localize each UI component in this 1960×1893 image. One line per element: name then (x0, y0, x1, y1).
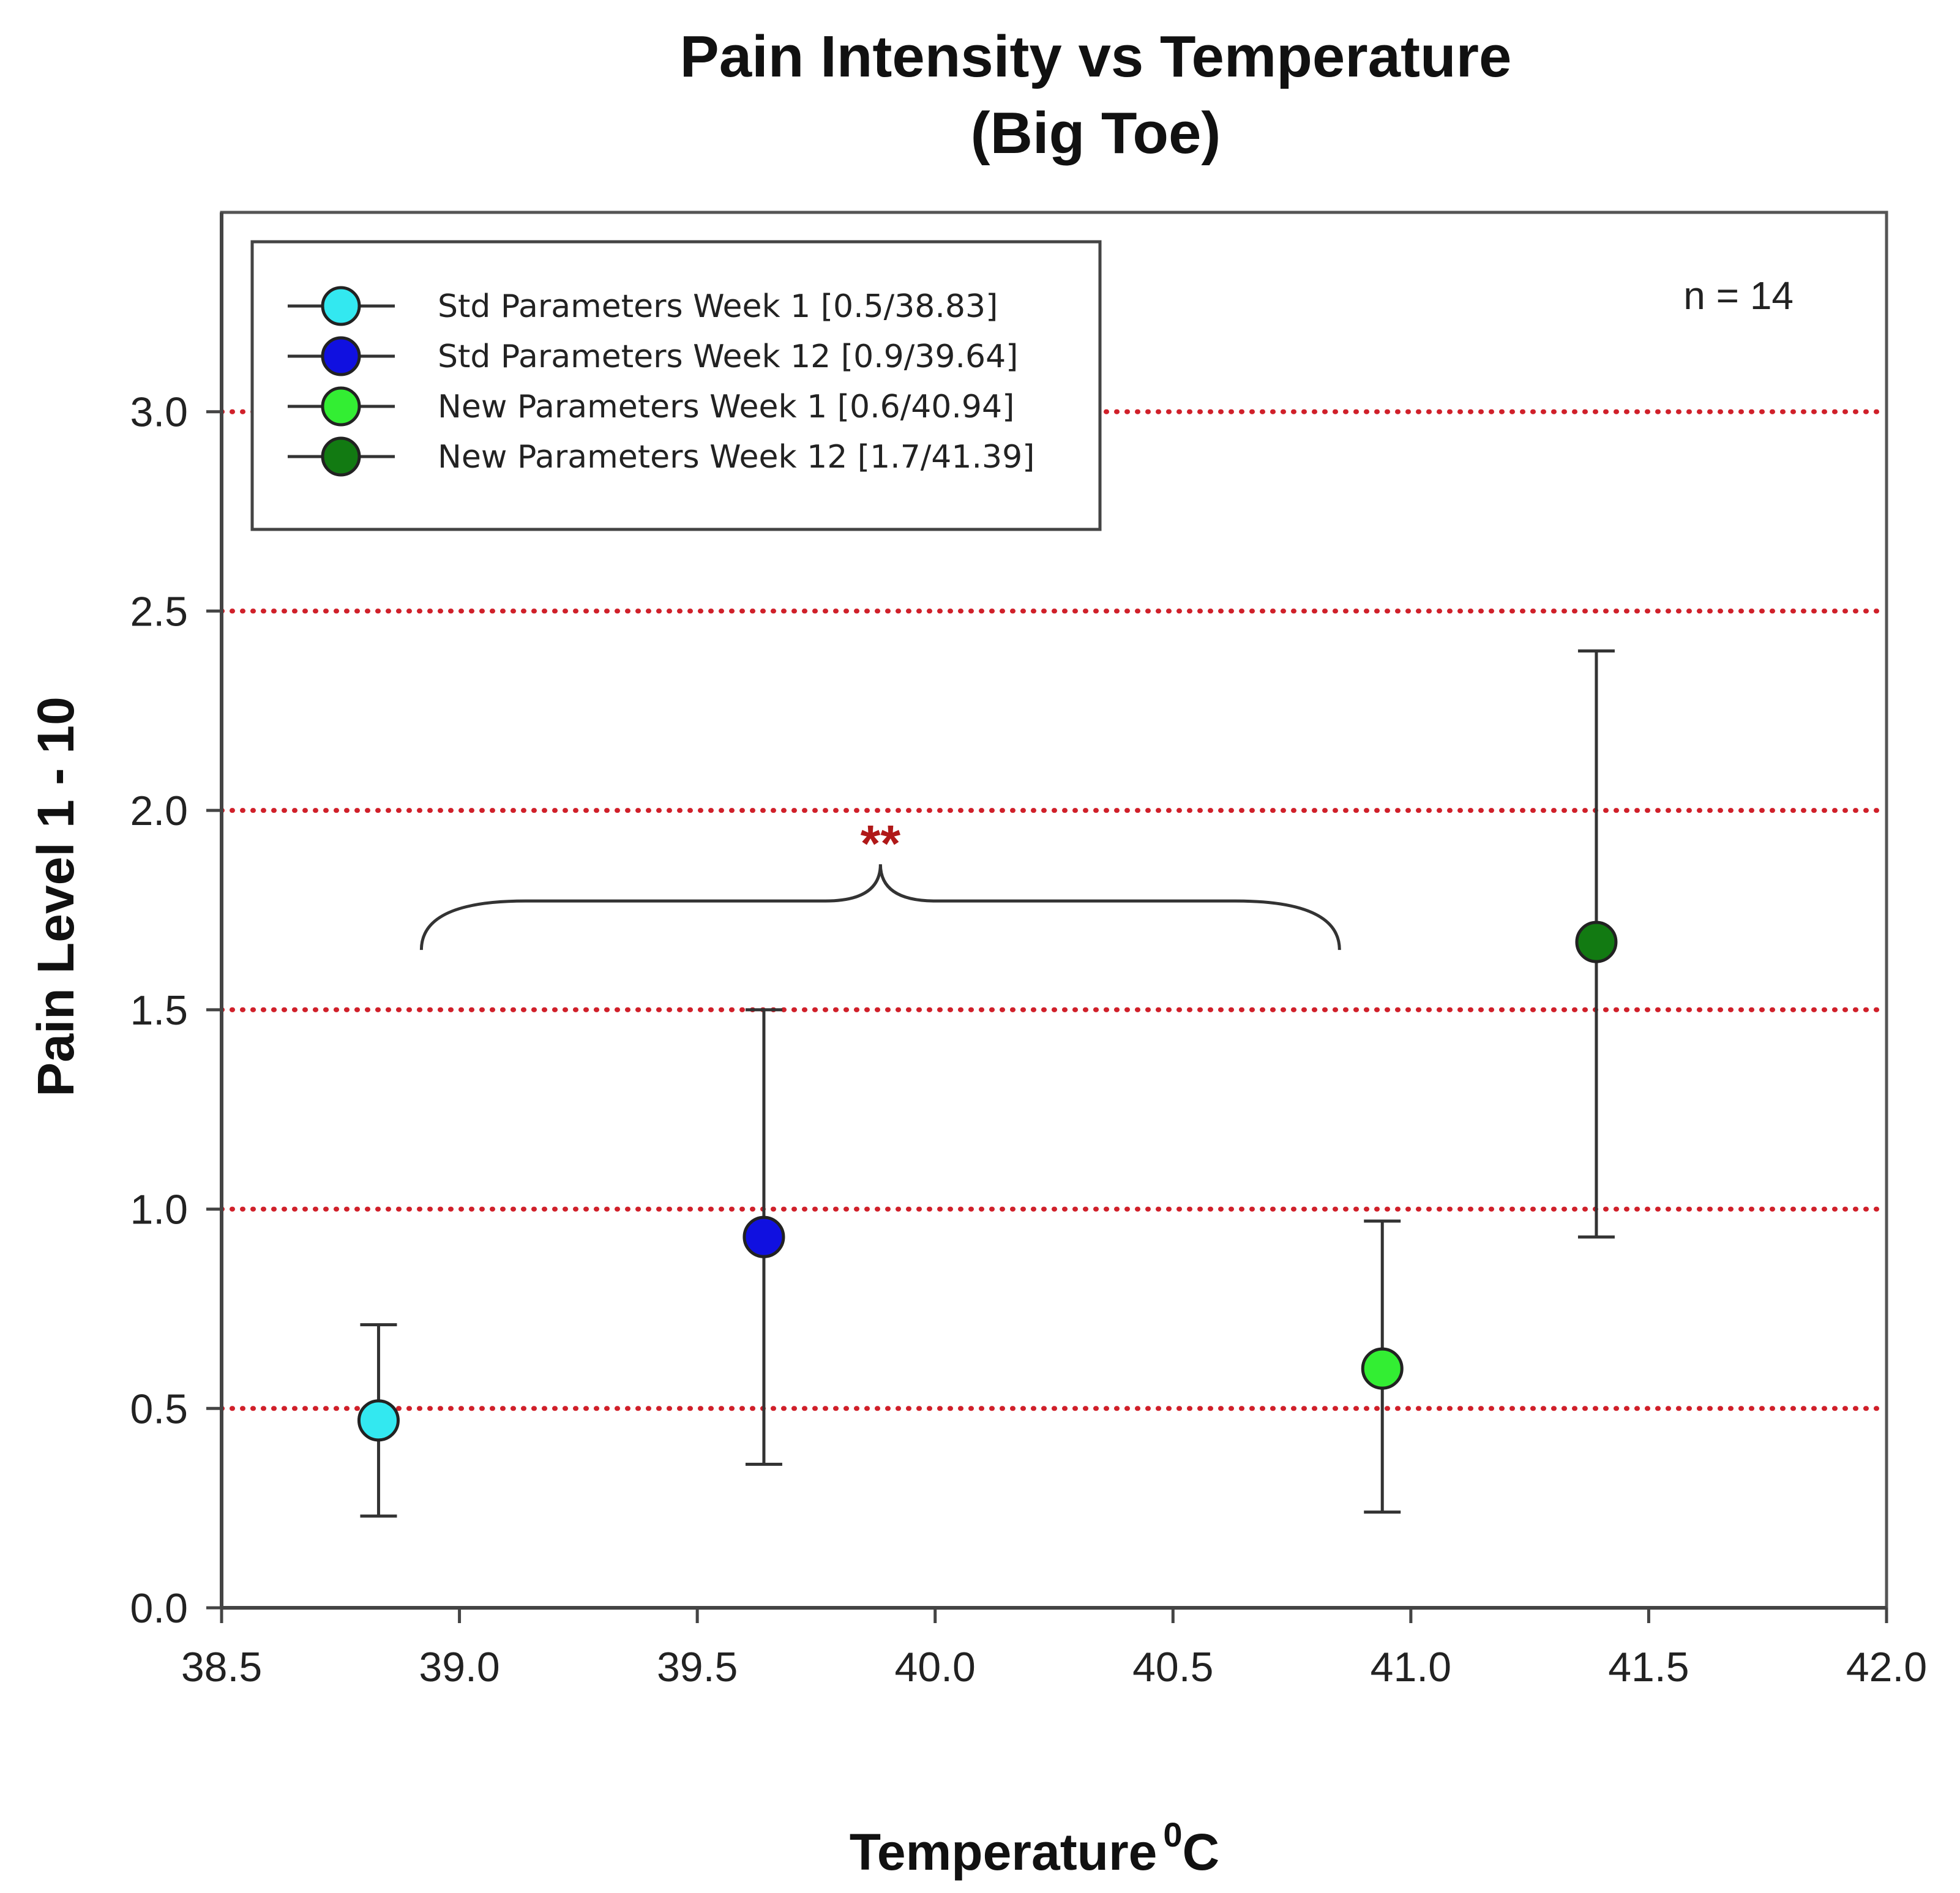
y-tick-label: 3.0 (130, 389, 188, 436)
data-point (357, 1399, 400, 1442)
legend-marker (321, 386, 361, 427)
data-point (742, 1215, 785, 1258)
x-axis-title-unit: C (1183, 1823, 1220, 1881)
legend-entries: Std Parameters Week 1 [0.5/38.83] Std Par… (288, 286, 1034, 477)
x-tick-label: 38.5 (181, 1644, 262, 1690)
x-tick-label: 39.5 (657, 1644, 738, 1690)
axis-ticks: 38.5 39.0 39.5 40.0 40.5 41.0 41.5 42.0 0.0 0.5 1.… (130, 389, 1927, 1690)
chart-title-line-2: (Big Toe) (971, 100, 1221, 166)
legend: Std Parameters Week 1 [0.5/38.83] Std Par… (250, 240, 1102, 531)
y-tick-label: 0.0 (130, 1585, 188, 1632)
sample-size-label: n = 14 (1683, 274, 1794, 318)
chart-title-line-1: Pain Intensity vs Temperature (680, 24, 1512, 89)
x-tick-label: 40.5 (1132, 1644, 1213, 1690)
y-tick-label: 1.0 (130, 1187, 188, 1233)
data-series (357, 649, 1618, 1518)
y-tick-label: 1.5 (130, 987, 188, 1034)
legend-label: New Parameters Week 12 [1.7/41.39] (438, 439, 1034, 476)
legend-marker (321, 336, 361, 376)
legend-label: Std Parameters Week 12 [0.9/39.64] (438, 338, 1018, 375)
legend-label: New Parameters Week 1 [0.6/40.94] (438, 389, 1014, 425)
legend-label: Std Parameters Week 1 [0.5/38.83] (438, 288, 998, 325)
significance-brace (419, 864, 1341, 950)
x-axis-title-superscript: 0 (1163, 1815, 1182, 1854)
gridlines (219, 409, 1883, 1411)
x-axis-title-text: Temperature (850, 1823, 1158, 1881)
x-tick-label: 41.5 (1608, 1644, 1689, 1690)
legend-marker (321, 436, 361, 477)
x-tick-label: 40.0 (895, 1644, 976, 1690)
data-point (1575, 920, 1618, 963)
x-tick-label: 39.0 (419, 1644, 499, 1690)
significance-marker: ** (861, 815, 901, 872)
y-tick-label: 2.5 (130, 588, 188, 635)
y-tick-label: 0.5 (130, 1386, 188, 1432)
data-point (1361, 1347, 1404, 1390)
y-tick-label: 2.0 (130, 788, 188, 834)
y-axis-title: Pain Level 1 - 10 (27, 696, 84, 1097)
legend-marker (321, 286, 361, 326)
x-tick-label: 41.0 (1371, 1644, 1451, 1690)
legend-box (250, 240, 1102, 531)
x-tick-label: 42.0 (1846, 1644, 1927, 1690)
x-axis-title: Temperature 0C (850, 1815, 1219, 1881)
